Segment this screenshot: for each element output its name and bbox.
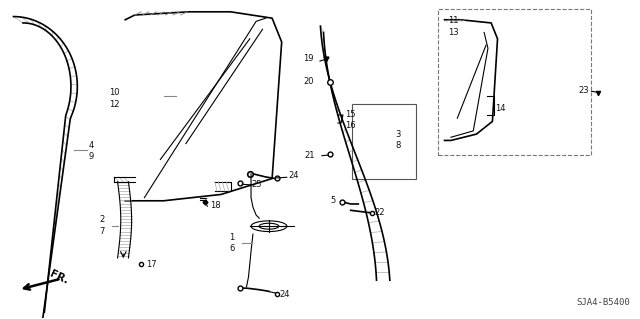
Text: 13: 13 [448,28,458,37]
Text: 3: 3 [396,130,401,138]
Text: 6: 6 [229,244,235,253]
Text: 18: 18 [210,201,221,210]
Text: 5: 5 [331,196,336,205]
Text: 14: 14 [495,104,506,113]
Text: 22: 22 [374,208,385,217]
Text: FR.: FR. [49,269,70,286]
Text: 8: 8 [396,141,401,150]
Text: SJA4-B5400: SJA4-B5400 [576,298,630,307]
Text: 4: 4 [88,141,93,150]
Text: 25: 25 [252,180,262,189]
Text: 21: 21 [305,151,315,160]
Text: 12: 12 [109,100,120,109]
Text: 24: 24 [280,290,291,299]
Text: 11: 11 [448,16,458,25]
Text: 7: 7 [100,227,105,236]
Text: 24: 24 [288,171,299,180]
Text: 10: 10 [109,88,120,97]
Text: 15: 15 [346,110,356,119]
Text: 17: 17 [147,260,157,269]
Text: 16: 16 [346,121,356,130]
Text: 9: 9 [88,152,93,161]
Text: 2: 2 [100,215,105,224]
Bar [352,104,416,179]
Bar [438,9,591,155]
Text: 1: 1 [229,233,235,242]
Text: 23: 23 [578,86,589,95]
Text: 19: 19 [303,54,314,63]
Text: 20: 20 [303,77,314,85]
